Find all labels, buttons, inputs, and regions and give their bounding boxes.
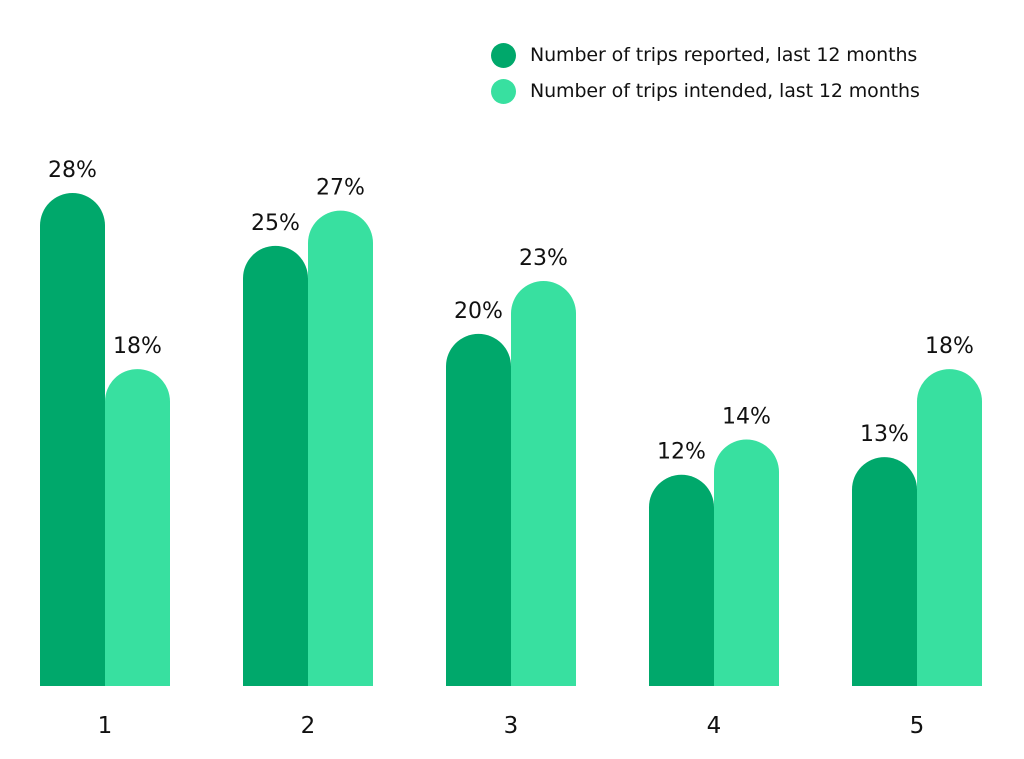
legend: Number of trips reported, last 12 months… [491, 40, 920, 106]
value-label-cat4-series2: 14% [722, 405, 771, 430]
bar-cat5-series2 [917, 369, 982, 686]
value-label-cat5-series1: 13% [860, 422, 909, 447]
value-label-cat2-series2: 27% [316, 176, 365, 201]
bar-cat1-series2 [105, 369, 170, 686]
bar-cat4-series1 [649, 474, 714, 686]
legend-swatch-intended [491, 78, 516, 104]
bar-cat1-series1 [40, 193, 105, 686]
bars-group [40, 193, 982, 686]
legend-item-intended: Number of trips intended, last 12 months [491, 76, 920, 106]
value-label-cat3-series2: 23% [519, 246, 568, 271]
value-label-cat1-series2: 18% [113, 334, 162, 359]
bar-cat4-series2 [714, 439, 779, 686]
x-tick-label-3: 3 [504, 713, 519, 739]
bar-cat5-series1 [852, 457, 917, 686]
x-tick-label-1: 1 [98, 713, 113, 739]
value-label-cat3-series1: 20% [454, 299, 503, 324]
bar-cat2-series1 [243, 245, 308, 686]
value-label-cat2-series1: 25% [251, 211, 300, 236]
value-labels-group: 28% 18% 25% 27% 20% 23% 12% 14% 13% 18% [48, 158, 974, 465]
value-label-cat5-series2: 18% [925, 334, 974, 359]
legend-label-reported: Number of trips reported, last 12 months [530, 44, 918, 66]
x-tick-label-2: 2 [301, 713, 316, 739]
legend-item-reported: Number of trips reported, last 12 months [491, 40, 920, 70]
x-tick-label-5: 5 [910, 713, 925, 739]
bar-cat2-series2 [308, 210, 373, 686]
legend-swatch-reported [491, 42, 516, 68]
value-label-cat4-series1: 12% [657, 440, 706, 465]
x-tick-labels-group: 1 2 3 4 5 [98, 713, 925, 739]
bar-cat3-series2 [511, 281, 576, 686]
bar-cat3-series1 [446, 333, 511, 686]
legend-label-intended: Number of trips intended, last 12 months [530, 80, 920, 102]
x-tick-label-4: 4 [707, 713, 722, 739]
value-label-cat1-series1: 28% [48, 158, 97, 183]
